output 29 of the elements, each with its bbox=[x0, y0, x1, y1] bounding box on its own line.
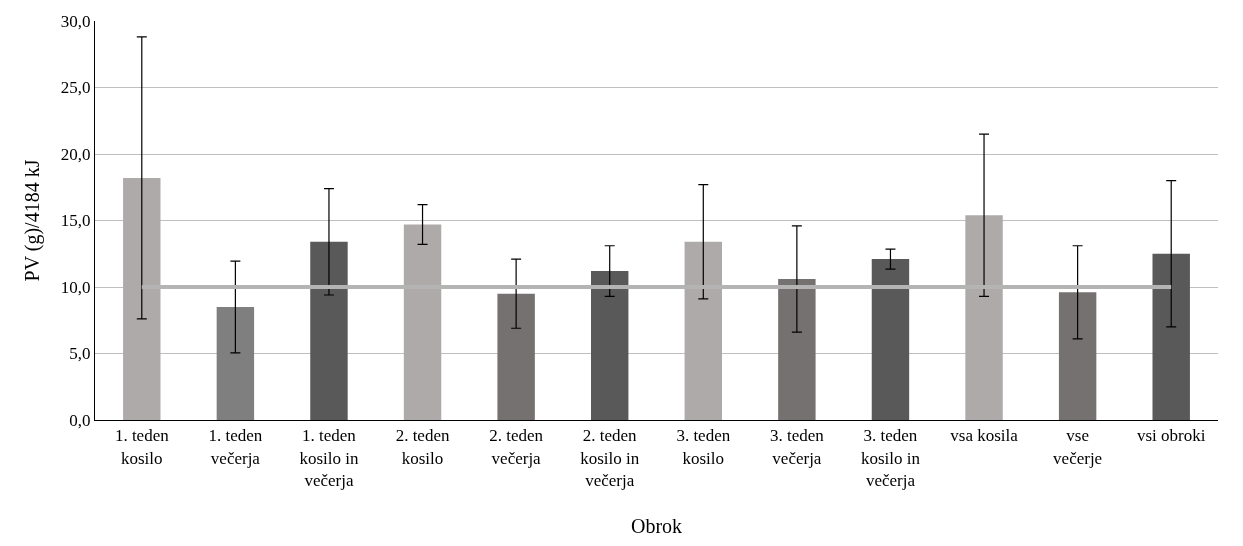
bar bbox=[590, 271, 629, 420]
y-tick-label: 30,0 bbox=[60, 11, 91, 31]
x-tick-label: 3. teden kosilo bbox=[676, 426, 731, 468]
x-tick-label: 1. teden kosilo in večerja bbox=[299, 426, 359, 490]
x-tick-label: 2. teden večerja bbox=[489, 426, 544, 468]
x-tick-label: 3. teden večerja bbox=[769, 426, 825, 468]
bar bbox=[778, 279, 816, 420]
y-tick-label: 10,0 bbox=[60, 277, 91, 297]
bar bbox=[216, 306, 255, 420]
x-tick-label: 3. teden kosilo in večerja bbox=[860, 426, 921, 490]
x-tick-label: 2. teden kosilo in večerja bbox=[580, 426, 640, 490]
x-tick-label: vse večerje bbox=[1053, 426, 1103, 468]
x-axis-title: Obrok bbox=[630, 515, 683, 538]
y-tick-label: 25,0 bbox=[60, 78, 91, 98]
x-tick-label: 2. teden kosilo bbox=[395, 426, 450, 468]
x-tick-label: vsi obroki bbox=[1136, 426, 1206, 446]
y-axis-title: PV (g)/4184 kJ bbox=[21, 159, 45, 282]
y-tick-label: 20,0 bbox=[60, 144, 91, 164]
bar bbox=[1058, 292, 1097, 420]
y-tick-label: 0,0 bbox=[69, 410, 91, 430]
bar bbox=[871, 259, 910, 420]
x-tick-label: vsa kosila bbox=[950, 426, 1019, 446]
bar bbox=[497, 293, 535, 420]
x-tick-label: 1. teden večerja bbox=[208, 426, 263, 468]
y-tick-label: 15,0 bbox=[60, 211, 91, 231]
bar bbox=[1152, 253, 1190, 420]
y-tick-label: 5,0 bbox=[69, 344, 91, 364]
x-tick-label: 1. teden kosilo bbox=[114, 426, 170, 468]
bar bbox=[310, 241, 348, 420]
